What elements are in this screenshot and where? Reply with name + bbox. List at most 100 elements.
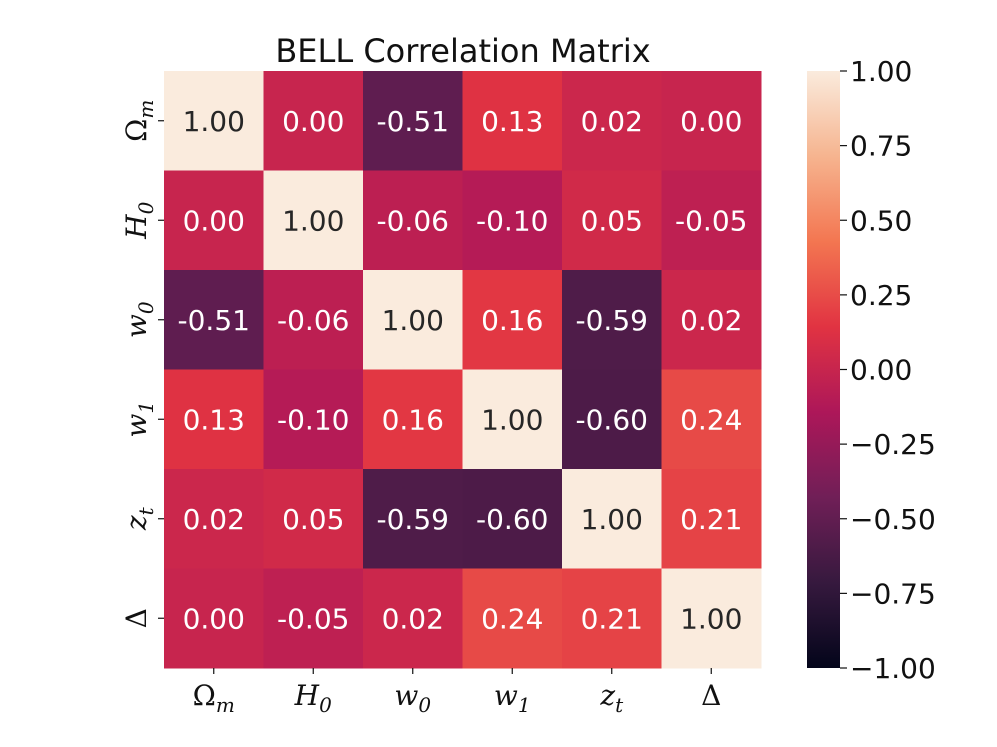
cell-value-label: 0.00 — [183, 602, 245, 635]
cell-value-label: -0.05 — [277, 602, 349, 635]
y-tick-label: Ωm — [120, 100, 158, 142]
cell-value-label: 0.21 — [680, 503, 742, 536]
cell-value-label: 0.16 — [481, 304, 543, 337]
heatmap-cell — [263, 568, 364, 669]
y-tick-label: w0 — [120, 301, 158, 338]
heatmap-cell — [263, 369, 364, 470]
cell-value-label: -0.51 — [178, 304, 250, 337]
heatmap-cell — [263, 170, 364, 271]
heatmap-cell — [462, 568, 563, 669]
heatmap-cell — [263, 469, 364, 569]
cell-value-label: 0.24 — [481, 602, 543, 635]
heatmap-cell — [164, 170, 264, 271]
colorbar-tick-label: −0.50 — [850, 503, 936, 536]
cell-value-label: 0.02 — [183, 503, 245, 536]
cell-value-label: 1.00 — [382, 304, 444, 337]
cell-value-label: -0.59 — [576, 304, 648, 337]
heatmap-cell — [263, 71, 364, 171]
cell-value-label: 0.00 — [282, 105, 344, 138]
heatmap-cell — [562, 170, 662, 271]
heatmap-cell — [164, 568, 264, 669]
cell-value-label: 1.00 — [282, 204, 344, 237]
heatmap-cell — [661, 568, 762, 669]
cell-value-label: 1.00 — [481, 403, 543, 436]
cell-value-label: -0.06 — [377, 204, 449, 237]
x-tick-label: Ωm — [193, 679, 235, 717]
heatmap-cell — [562, 469, 662, 569]
colorbar-tick-label: 0.75 — [850, 130, 912, 163]
heatmap-cell — [562, 369, 662, 470]
heatmap-cell — [164, 270, 264, 370]
heatmap-cell — [661, 469, 762, 569]
cell-value-label: 0.16 — [382, 403, 444, 436]
cell-value-label: 0.00 — [680, 105, 742, 138]
cell-value-label: 0.05 — [581, 204, 643, 237]
colorbar-gradient — [807, 71, 840, 668]
cell-value-label: 0.05 — [282, 503, 344, 536]
cell-value-label: 0.24 — [680, 403, 742, 436]
y-tick-label: w1 — [120, 401, 158, 438]
cell-value-label: 0.00 — [183, 204, 245, 237]
cell-value-label: -0.10 — [277, 403, 349, 436]
x-tick-label: zt — [599, 679, 624, 717]
y-axis: Ωm H0 w0 w1 zt Δ — [120, 100, 164, 628]
heatmap-cell — [363, 270, 463, 370]
cell-value-label: 0.02 — [382, 602, 444, 635]
cell-value-label: -0.59 — [377, 503, 449, 536]
heatmap-cell — [462, 469, 563, 569]
cell-value-label: 0.13 — [183, 403, 245, 436]
cell-value-label: -0.10 — [476, 204, 548, 237]
cell-value-label: 0.13 — [481, 105, 543, 138]
cell-value-label: -0.51 — [377, 105, 449, 138]
colorbar: 1.00 0.75 0.50 0.25 0.00 −0.25 −0.50 −0.75 −1.00 — [807, 55, 936, 685]
cell-value-label: 0.21 — [581, 602, 643, 635]
heatmap-cell — [263, 270, 364, 370]
heatmap-cell — [462, 71, 563, 171]
x-tick-label: w0 — [394, 679, 431, 717]
y-tick-label: H0 — [120, 201, 158, 239]
cell-value-label: 1.00 — [581, 503, 643, 536]
colorbar-tick-label: −0.25 — [850, 428, 936, 461]
cell-value-label: -0.60 — [576, 403, 648, 436]
heatmap-cell — [462, 270, 563, 370]
x-tick-label: Δ — [701, 679, 721, 712]
colorbar-tick-label: 0.25 — [850, 279, 912, 312]
heatmap-cell — [661, 369, 762, 470]
heatmap-cell — [562, 270, 662, 370]
x-tick-label: H0 — [294, 679, 332, 717]
colorbar-tick-label: 0.00 — [850, 354, 912, 387]
heatmap-cell — [661, 71, 762, 171]
heatmap-cell — [462, 170, 563, 271]
heatmap-cell — [164, 71, 264, 171]
colorbar-tick-label: 0.50 — [850, 204, 912, 237]
colorbar-tick-label: −0.75 — [850, 577, 936, 610]
heatmap-cells: 1.00 0.00 -0.51 0.13 0.02 0.00 0.00 1.00 -0.06 -0… — [164, 71, 762, 669]
heatmap-cell — [363, 71, 463, 171]
cell-value-label: -0.05 — [675, 204, 747, 237]
heatmap-cell — [661, 270, 762, 370]
y-tick-label: zt — [120, 506, 158, 531]
heatmap-cell — [363, 469, 463, 569]
x-tick-label: w1 — [494, 679, 531, 717]
cell-value-label: -0.60 — [476, 503, 548, 536]
heatmap-cell — [562, 568, 662, 669]
heatmap-cell — [164, 369, 264, 470]
heatmap-cell — [363, 568, 463, 669]
heatmap-cell — [462, 369, 563, 470]
colorbar-tick-label: 1.00 — [850, 55, 912, 88]
heatmap-cell — [562, 71, 662, 171]
cell-value-label: -0.06 — [277, 304, 349, 337]
x-axis: Ωm H0 w0 w1 zt Δ — [193, 668, 721, 717]
heatmap-cell — [164, 469, 264, 569]
y-tick-label: Δ — [120, 608, 153, 628]
colorbar-tick-label: −1.00 — [850, 652, 936, 685]
chart-title: BELL Correlation Matrix — [275, 32, 650, 70]
cell-value-label: 1.00 — [183, 105, 245, 138]
heatmap-cell — [363, 170, 463, 271]
heatmap-cell — [363, 369, 463, 470]
cell-value-label: 0.02 — [680, 304, 742, 337]
heatmap-cell — [661, 170, 762, 271]
cell-value-label: 0.02 — [581, 105, 643, 138]
cell-value-label: 1.00 — [680, 602, 742, 635]
